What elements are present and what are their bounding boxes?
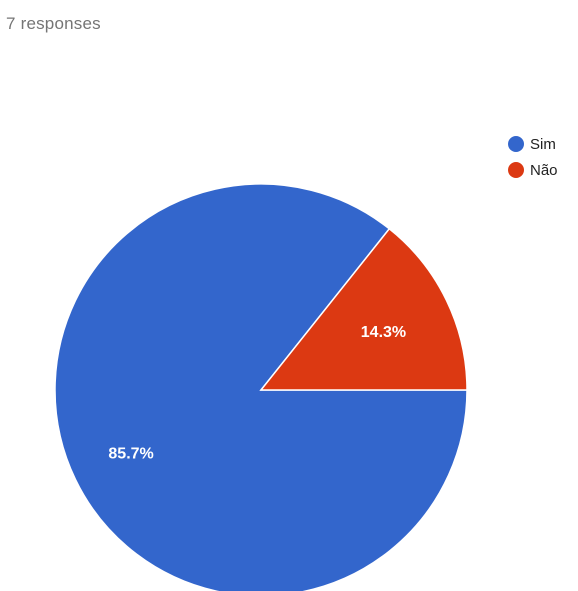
pie-labels: 85.7% 14.3% (108, 324, 406, 463)
legend-label-sim: Sim (530, 135, 556, 153)
pie-slice-sim-label: 85.7% (108, 446, 153, 463)
pie-slice-sim[interactable] (54, 183, 468, 591)
legend: Sim Não (508, 133, 558, 185)
legend-label-nao: Não (530, 161, 558, 179)
pie-slices (54, 183, 468, 591)
pie-slice-nao-label: 14.3% (361, 324, 406, 341)
legend-item-nao[interactable]: Não (508, 159, 558, 181)
legend-item-sim[interactable]: Sim (508, 133, 558, 155)
responses-count: 7 responses (6, 14, 101, 33)
pie-slice-nao[interactable] (259, 227, 468, 391)
legend-swatch-sim (508, 136, 524, 152)
legend-swatch-nao (508, 162, 524, 178)
